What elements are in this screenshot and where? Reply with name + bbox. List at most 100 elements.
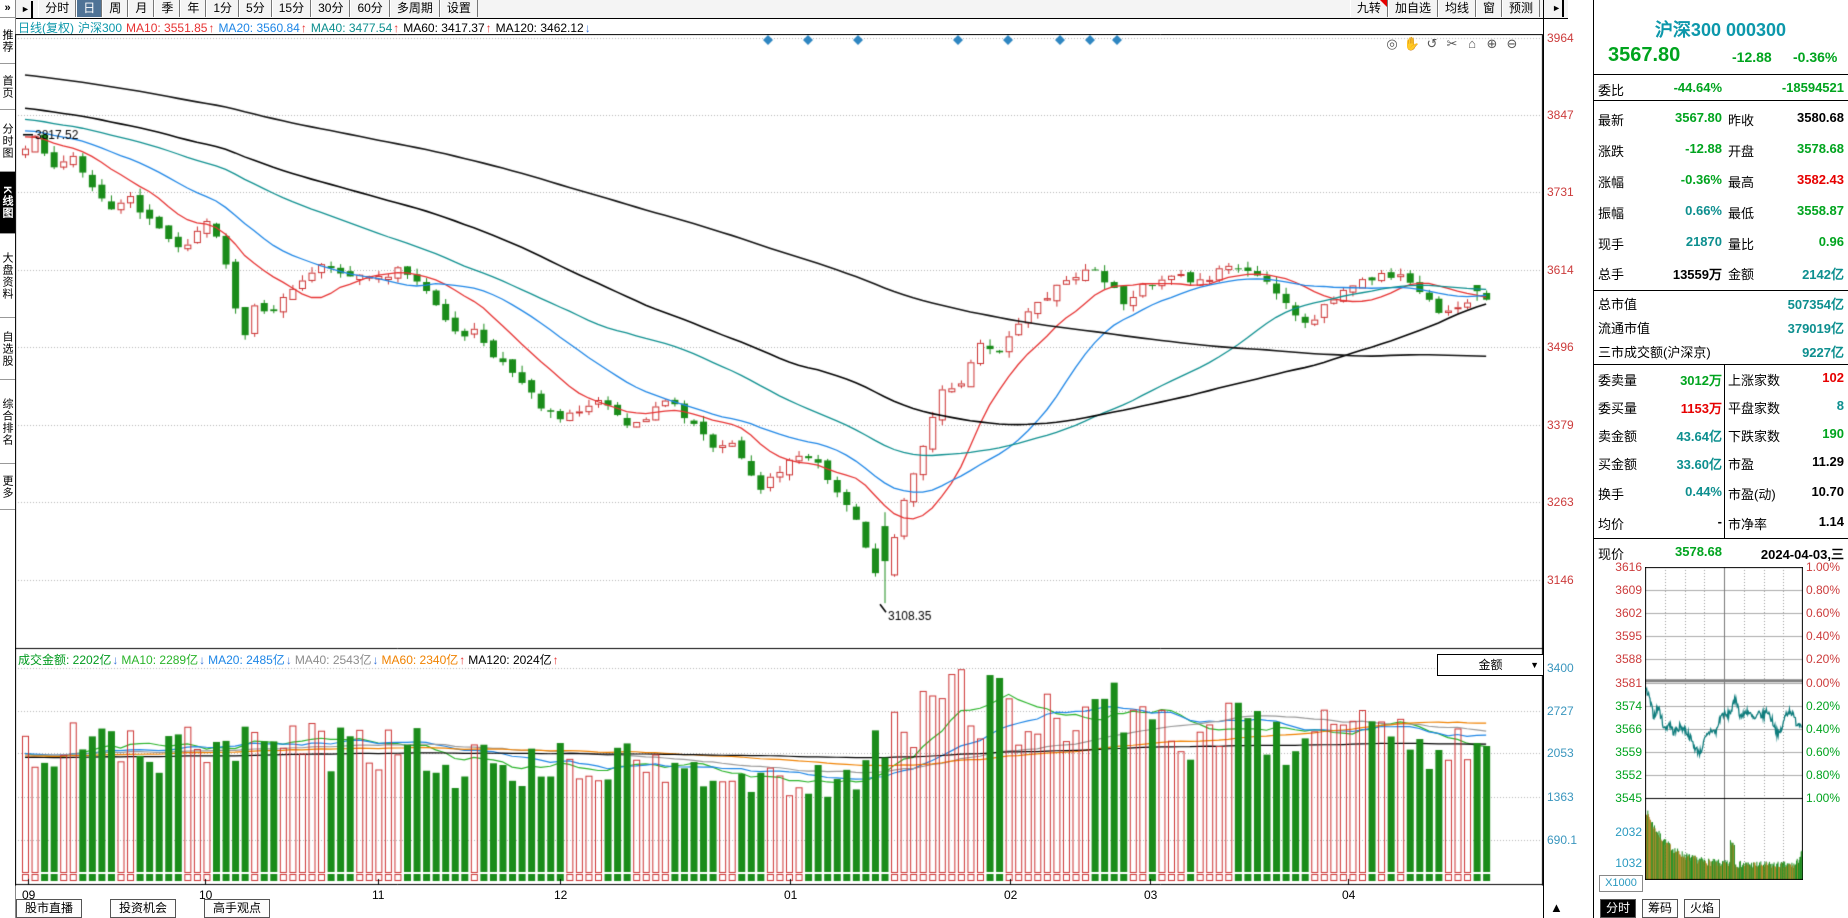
mini-pct-tick: 0.00% xyxy=(1806,675,1841,690)
period-tab-日[interactable]: 日 xyxy=(76,0,103,17)
volume-header: 成交金额: 2202亿↓ MA10: 2289亿↓ MA20: 2485亿↓ MA40… xyxy=(18,651,562,667)
field-value: -18594521 xyxy=(1781,80,1844,95)
trend-arrow-icon: ↑ xyxy=(208,21,215,35)
intraday-mini-chart[interactable] xyxy=(1645,567,1803,880)
field-label-振幅: 振幅 xyxy=(1598,206,1625,221)
field-value: 3578.68 xyxy=(1675,544,1722,559)
mini-pct-tick: 0.60% xyxy=(1806,744,1841,759)
period-tab-季[interactable]: 季 xyxy=(154,0,181,17)
field-value: 13559万 xyxy=(1672,267,1722,282)
period-tab-60分[interactable]: 60分 xyxy=(350,0,390,17)
mini-price-tick-3588: 3588 xyxy=(1615,652,1642,667)
field-label-现手: 现手 xyxy=(1598,237,1625,252)
field-value: 0.96 xyxy=(1818,234,1844,249)
vol-ma120-value: MA120: 2024亿 xyxy=(468,653,552,667)
panel-separator xyxy=(1593,100,1848,101)
sidebar-item-综合排名[interactable]: 综合排名 xyxy=(0,380,15,464)
mini-pct-tick: 0.20% xyxy=(1806,652,1841,667)
toolbar-item-九转[interactable]: 九转 xyxy=(1349,0,1388,17)
price-tick-3731: 3731 xyxy=(1547,185,1574,199)
bottom-tab-投资机会[interactable]: 投资机会 xyxy=(110,899,177,918)
period-tab-多周期[interactable]: 多周期 xyxy=(389,0,440,17)
field-label-昨收: 昨收 xyxy=(1728,113,1755,128)
trend-arrow-icon: ↓ xyxy=(112,653,119,667)
field-value: 43.64亿 xyxy=(1676,429,1722,444)
period-tab-分时[interactable]: 分时 xyxy=(38,0,77,17)
month-label-10: 10 xyxy=(199,888,213,902)
field-label-委比: 委比 xyxy=(1598,83,1625,98)
period-tab-周[interactable]: 周 xyxy=(102,0,129,17)
month-label-01: 01 xyxy=(784,888,798,902)
sidebar-item-自选股[interactable]: 自选股 xyxy=(0,318,15,380)
mini-price-tick-3609: 3609 xyxy=(1615,583,1642,598)
toolbar-item-窗[interactable]: 窗 xyxy=(1475,0,1502,17)
ma10-value: MA10: 3551.85 xyxy=(126,21,208,35)
field-label-最高: 最高 xyxy=(1728,175,1755,190)
chevron-down-icon: ▼ xyxy=(1530,660,1539,670)
mini-price-tick-3574: 3574 xyxy=(1615,698,1642,713)
period-tab-15分[interactable]: 15分 xyxy=(271,0,312,17)
expand-up-icon[interactable]: ▲ xyxy=(1550,900,1563,915)
period-tab-5分[interactable]: 5分 xyxy=(239,0,272,17)
period-tab-30分[interactable]: 30分 xyxy=(311,0,351,17)
toolbar-item-预测[interactable]: 预测 xyxy=(1501,0,1540,17)
mini-tab-筹码[interactable]: 筹码 xyxy=(1642,899,1679,918)
panel-separator xyxy=(1593,364,1848,365)
sidebar-item-更多[interactable]: 更多 xyxy=(0,464,15,510)
bottom-tab-股市直播[interactable]: 股市直播 xyxy=(16,899,83,918)
last-price: 3567.80 xyxy=(1608,44,1681,66)
vol-ma10-value: MA10: 2289亿 xyxy=(121,653,199,667)
panel-column-divider xyxy=(1724,364,1725,538)
field-value: 507354亿 xyxy=(1787,297,1844,312)
amount-dropdown[interactable]: 金额 ▼ xyxy=(1437,654,1544,676)
mini-pct-tick: 0.60% xyxy=(1806,606,1841,621)
sidebar-item-分时图[interactable]: 分时图 xyxy=(0,110,15,172)
jump-end-icon[interactable]: ► xyxy=(1547,0,1564,17)
month-label-12: 12 xyxy=(554,888,568,902)
mini-tab-火焰[interactable]: 火焰 xyxy=(1684,899,1721,918)
sidebar-item-首页[interactable]: 首页 xyxy=(0,64,15,110)
field-value: 9227亿 xyxy=(1802,345,1844,360)
price-change-pct: -0.36% xyxy=(1793,49,1838,65)
field-label-买金额: 买金额 xyxy=(1598,457,1638,472)
field-label-三市成交额(沪深京): 三市成交额(沪深京) xyxy=(1598,345,1711,360)
period-tab-月[interactable]: 月 xyxy=(128,0,155,17)
trend-arrow-icon: ↑ xyxy=(485,21,492,35)
vol-ma20-value: MA20: 2485亿 xyxy=(208,653,285,667)
mini-price-tick-3545: 3545 xyxy=(1615,791,1642,805)
panel-separator xyxy=(1593,74,1848,75)
price-tick-3496: 3496 xyxy=(1547,340,1574,354)
mini-pct-tick: 0.80% xyxy=(1806,583,1841,598)
sidebar-item-推荐[interactable]: 推荐 xyxy=(0,18,15,64)
volume-tick-690.1: 690.1 xyxy=(1547,833,1578,847)
mini-pct-tick: 0.40% xyxy=(1806,629,1841,644)
price-tick-3614: 3614 xyxy=(1547,263,1574,277)
kline-chart-canvas[interactable] xyxy=(15,34,1543,886)
period-type-label: 日线(复权) xyxy=(18,21,74,35)
period-tab-1分[interactable]: 1分 xyxy=(206,0,240,17)
field-label-流通市值: 流通市值 xyxy=(1598,321,1651,336)
price-tick-3847: 3847 xyxy=(1547,108,1574,122)
mini-tab-分时[interactable]: 分时 xyxy=(1600,899,1637,918)
month-label-03: 03 xyxy=(1144,888,1158,902)
field-label-涨跌: 涨跌 xyxy=(1598,144,1625,159)
period-tab-年[interactable]: 年 xyxy=(180,0,207,17)
bottom-tab-高手观点[interactable]: 高手观点 xyxy=(204,899,271,918)
sidebar-item-大盘资料[interactable]: 大盘资料 xyxy=(0,234,15,318)
toolbar-item-加自选[interactable]: 加自选 xyxy=(1387,0,1438,17)
amount-value: 成交金额: 2202亿 xyxy=(18,653,112,667)
sidebar-item-K线图[interactable]: K线图 xyxy=(0,172,15,234)
month-label-11: 11 xyxy=(372,888,385,902)
field-label-金额: 金额 xyxy=(1728,267,1755,282)
panel-separator xyxy=(1593,290,1848,291)
toolbar-item-均线[interactable]: 均线 xyxy=(1437,0,1476,17)
field-label-下跌家数: 下跌家数 xyxy=(1728,429,1781,444)
ma60-value: MA60: 3417.37 xyxy=(403,21,485,35)
field-value: 10.70 xyxy=(1811,484,1844,499)
sidebar-collapse-icon[interactable]: » xyxy=(0,0,15,18)
period-tab-设置[interactable]: 设置 xyxy=(439,0,478,17)
amount-dropdown-label: 金额 xyxy=(1478,658,1503,672)
field-value: 21870 xyxy=(1685,234,1722,249)
jump-start-icon[interactable]: ► xyxy=(16,1,33,18)
mini-price-tick-3581: 3581 xyxy=(1615,675,1642,690)
